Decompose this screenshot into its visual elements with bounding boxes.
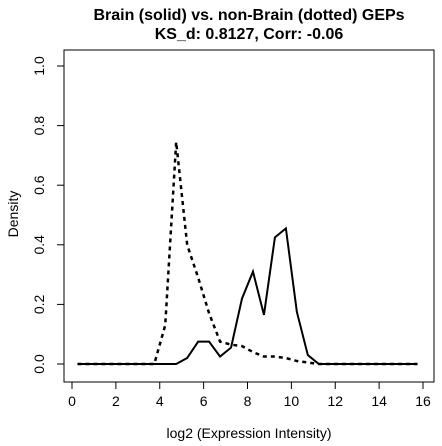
x-tick-label: 6 bbox=[200, 393, 208, 409]
x-tick-label: 12 bbox=[327, 393, 343, 409]
y-tick-label: 1.0 bbox=[31, 56, 47, 76]
x-tick-label: 2 bbox=[112, 393, 120, 409]
series-group bbox=[77, 141, 418, 366]
plot-box bbox=[63, 49, 435, 383]
y-tick-label: 0.6 bbox=[31, 175, 47, 195]
x-tick-label: 14 bbox=[371, 393, 387, 409]
y-tick-label: 0.4 bbox=[31, 235, 47, 255]
chart-title: Brain (solid) vs. non-Brain (dotted) GEP… bbox=[93, 7, 404, 24]
y-tick-label: 0.0 bbox=[31, 354, 47, 374]
y-axis-label: Density bbox=[5, 191, 21, 238]
y-tick-label: 0.8 bbox=[31, 116, 47, 136]
chart-subtitle: KS_d: 0.8127, Corr: -0.06 bbox=[155, 26, 344, 43]
non-brain-dotted-line bbox=[77, 141, 418, 366]
x-tick-label: 16 bbox=[415, 393, 431, 409]
x-tick-label: 8 bbox=[244, 393, 252, 409]
y-axis: 0.0 0.2 0.4 0.6 0.8 1.0 bbox=[31, 56, 64, 374]
x-axis: 0 2 4 6 8 10 12 14 16 bbox=[68, 382, 431, 409]
x-tick-label: 4 bbox=[156, 393, 164, 409]
x-axis-label: log2 (Expression Intensity) bbox=[167, 425, 332, 441]
brain-solid-line bbox=[77, 226, 418, 365]
x-tick-label: 0 bbox=[68, 393, 76, 409]
y-tick-label: 0.2 bbox=[31, 294, 47, 314]
x-tick-label: 10 bbox=[284, 393, 300, 409]
